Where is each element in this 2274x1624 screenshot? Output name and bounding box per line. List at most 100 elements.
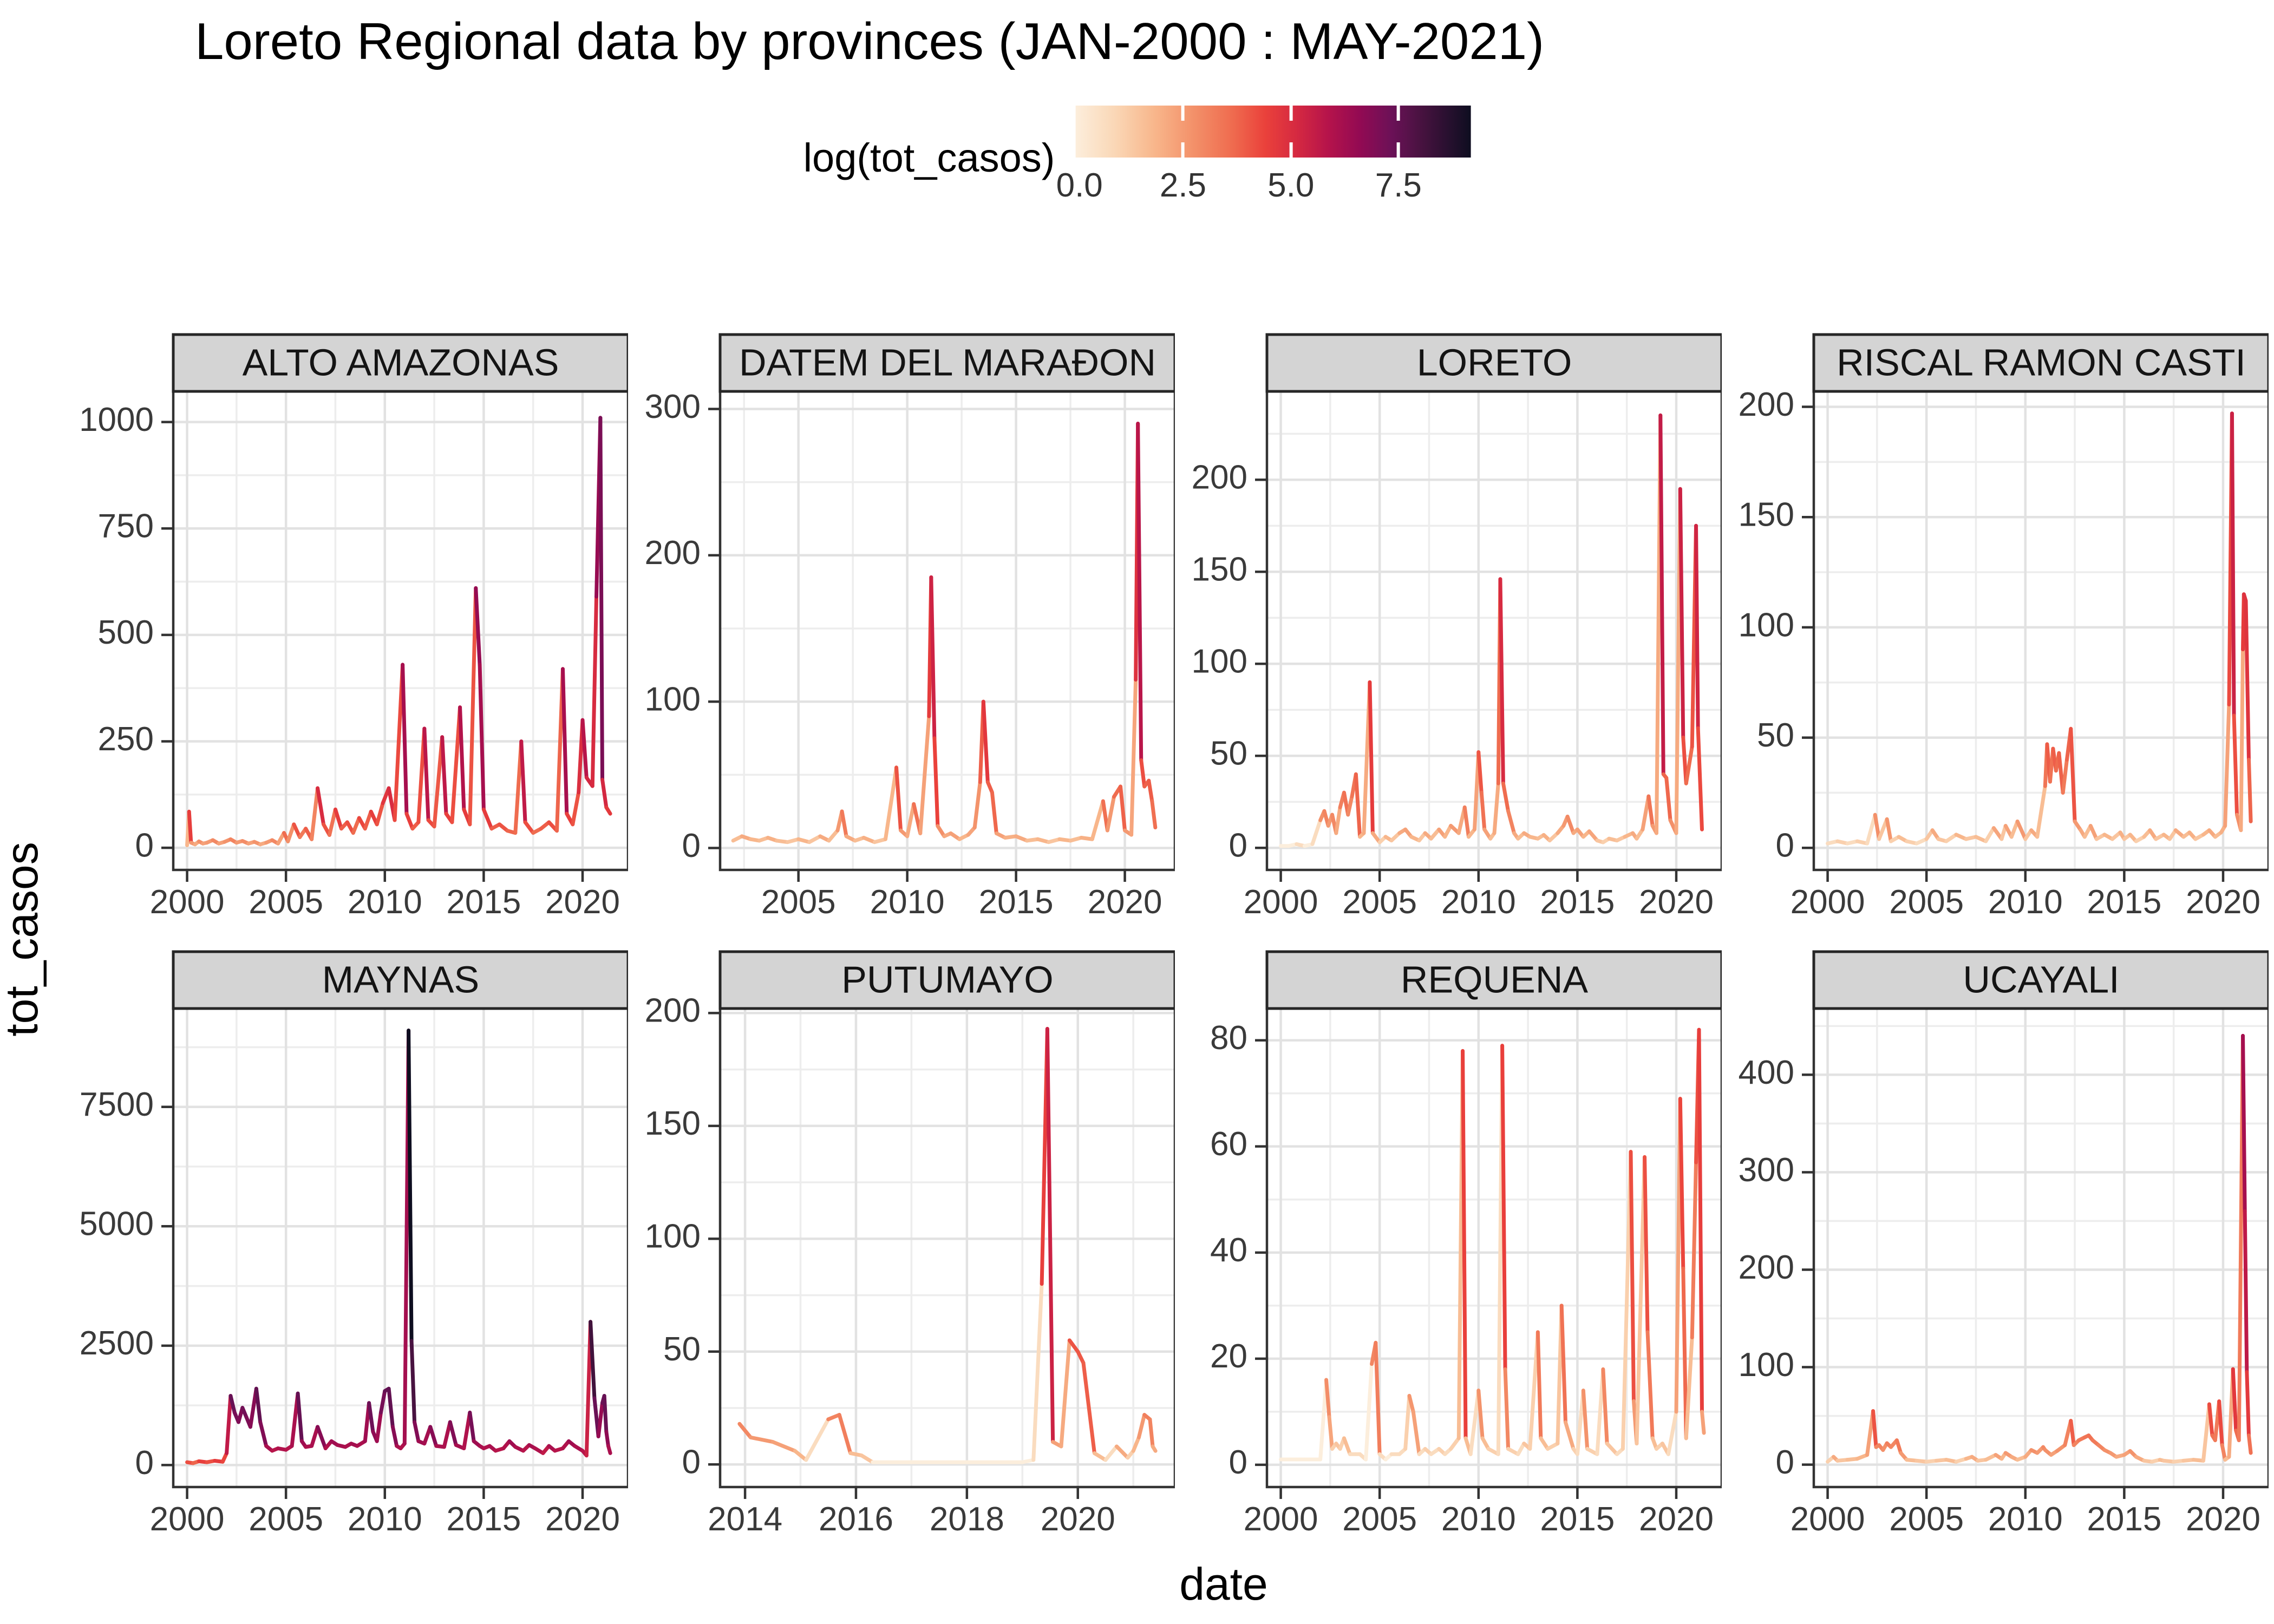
- colorbar-tick: [1396, 106, 1400, 121]
- gridlines: [1814, 1009, 2269, 1487]
- y-tick-label: 50: [663, 1331, 701, 1368]
- legend-tick-label: 2.5: [1159, 167, 1207, 204]
- facet-strip-label: ALTO AMAZONAS: [243, 341, 559, 383]
- x-tick-label: 2020: [2186, 1501, 2260, 1538]
- y-tick-label: 300: [1739, 1151, 1794, 1189]
- facet-strip-label: LORETO: [1417, 341, 1572, 383]
- x-tick-label: 2010: [348, 883, 422, 921]
- x-tick-label: 2015: [1540, 1501, 1615, 1538]
- x-tick-label: 2020: [1088, 883, 1162, 921]
- x-axis-title: date: [1179, 1558, 1268, 1609]
- legend-tick-label: 0.0: [1056, 167, 1103, 204]
- y-tick-label: 500: [98, 614, 154, 651]
- y-tick-label: 2500: [81, 1325, 154, 1362]
- x-tick-label: 2010: [1441, 1501, 1516, 1538]
- x-tick-label: 2005: [1889, 883, 1964, 921]
- gridlines: [1814, 391, 2269, 870]
- y-tick-label: 60: [1210, 1125, 1247, 1163]
- facet-strip: [1265, 950, 1722, 1010]
- y-axis-title: tot_casos: [0, 842, 47, 1037]
- colorbar: 0.0 2.5 5.0 7.5: [1056, 106, 1471, 209]
- x-tick-label: 2010: [870, 883, 945, 921]
- gridlines: [173, 1009, 628, 1487]
- x-tick-label: 2015: [1540, 883, 1615, 921]
- x-tick-label: 2020: [2186, 883, 2260, 921]
- x-tick-label: 2000: [1791, 1501, 1865, 1538]
- y-tick-label: 750: [98, 508, 154, 545]
- facet-strip: [1812, 333, 2269, 393]
- colorbar-legend: log(tot_casos) 0.0 2.5 5.0 7.5: [803, 106, 1471, 209]
- series-line: [185, 1029, 612, 1465]
- y-tick-label: 50: [1210, 735, 1247, 772]
- colorbar-gradient: [1075, 106, 1471, 158]
- facet-strip-label: UCAYALI: [1963, 958, 2119, 1000]
- y-tick-label: 7500: [81, 1086, 154, 1123]
- y-tick-label: 400: [1739, 1054, 1794, 1091]
- colorbar-tick: [1289, 106, 1293, 121]
- facet-ucayali: UCAYALI 0 100 200 300 400 2000 2005 2010 2015 2020: [1739, 950, 2269, 1538]
- legend-title: log(tot_casos): [803, 135, 1055, 180]
- y-tick-label: 0: [1776, 827, 1794, 865]
- series-line: [1279, 1027, 1706, 1462]
- facet-mariscal-ramon-castilla: RISCAL RAMON CASTI 0 50 100 150 200 2000 2005 20…: [1739, 333, 2269, 921]
- facet-alto-amazonas: ALTO AMAZONAS 0 250 500 750 1000 2000 2005 2010 2…: [81, 333, 628, 921]
- facet-strip-label: PUTUMAYO: [841, 958, 1054, 1000]
- y-tick-label: 0: [1776, 1444, 1794, 1481]
- y-tick-label: 0: [1229, 827, 1247, 865]
- x-tick-label: 2020: [1041, 1501, 1115, 1538]
- x-tick-label: 2016: [819, 1501, 893, 1538]
- y-tick-label: 200: [1739, 1249, 1794, 1286]
- series-line: [1826, 1033, 2253, 1464]
- y-tick-label: 150: [1192, 551, 1247, 588]
- gridlines: [173, 391, 628, 870]
- x-tick-label: 2005: [1342, 1501, 1417, 1538]
- facet-strip-label: RISCAL RAMON CASTI: [1837, 341, 2246, 383]
- facet-strip: [172, 333, 628, 393]
- y-tick-label: 200: [1192, 459, 1247, 496]
- x-tick-label: 2020: [545, 1501, 620, 1538]
- x-tick-label: 2000: [1244, 883, 1318, 921]
- x-tick-label: 2005: [249, 1501, 323, 1538]
- gridlines: [720, 1009, 1175, 1487]
- gridlines: [1267, 391, 1722, 870]
- x-tick-label: 2000: [1791, 883, 1865, 921]
- x-tick-label: 2005: [761, 883, 836, 921]
- y-tick-label: 40: [1210, 1232, 1247, 1269]
- y-tick-label: 80: [1210, 1019, 1247, 1057]
- y-tick-label: 100: [1192, 643, 1247, 680]
- facet-strip: [718, 950, 1175, 1010]
- x-tick-label: 2015: [446, 883, 521, 921]
- y-tick-label: 0: [682, 1444, 701, 1481]
- x-tick-label: 2000: [150, 883, 225, 921]
- facet-requena: REQUENA 0 20 40 60 80 2000 2005 2010 2015 2020: [1210, 950, 1722, 1538]
- y-tick-label: 100: [645, 680, 701, 718]
- x-tick-label: 2000: [1244, 1501, 1318, 1538]
- colorbar-tick: [1289, 142, 1293, 158]
- facet-strip: [1265, 333, 1722, 393]
- x-tick-label: 2018: [930, 1501, 1004, 1538]
- x-tick-label: 2005: [1342, 883, 1417, 921]
- y-tick-label: 150: [1739, 496, 1794, 534]
- series-line: [1279, 413, 1704, 848]
- y-tick-label: 100: [1739, 1346, 1794, 1384]
- y-tick-label: 150: [645, 1105, 701, 1142]
- x-tick-label: 2015: [979, 883, 1054, 921]
- y-tick-label: 200: [1739, 386, 1794, 423]
- x-tick-label: 2014: [708, 1501, 782, 1538]
- y-tick-label: 200: [645, 534, 701, 572]
- facet-strip: [718, 333, 1175, 393]
- y-tick-label: 100: [1739, 606, 1794, 644]
- x-tick-label: 2005: [1889, 1501, 1964, 1538]
- legend-tick-label: 5.0: [1267, 167, 1315, 204]
- facet-strip-label: MAYNAS: [322, 958, 479, 1000]
- x-tick-label: 2005: [249, 883, 323, 921]
- y-tick-label: 5000: [81, 1206, 154, 1243]
- x-tick-label: 2010: [348, 1501, 422, 1538]
- y-tick-label: 0: [682, 827, 701, 865]
- y-tick-label: 1000: [81, 401, 154, 438]
- x-tick-label: 2020: [1639, 883, 1714, 921]
- y-tick-label: 0: [1229, 1444, 1247, 1481]
- y-tick-label: 100: [645, 1218, 701, 1255]
- facet-strip: [172, 950, 628, 1010]
- colorbar-tick: [1181, 106, 1185, 121]
